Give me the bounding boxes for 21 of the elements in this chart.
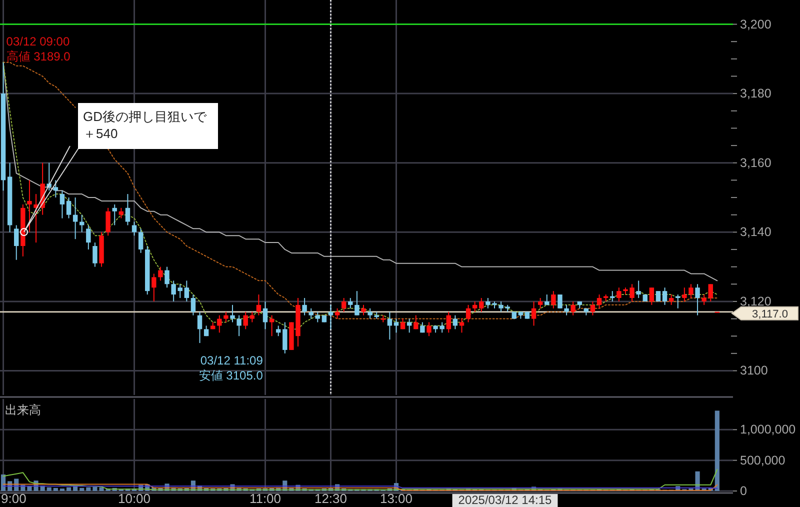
y-tick-label: 3,160 xyxy=(740,156,772,170)
annotation: GD後の押し目狙いで＋540 xyxy=(83,109,208,141)
annotation: 03/12 09:00 高値 3189.0 xyxy=(6,34,71,64)
annotation: 03/12 11:09 安値 3105.0 xyxy=(198,353,264,382)
y-tick-label: 3,180 xyxy=(740,86,772,101)
x-tick-label: 9:00 xyxy=(1,491,26,506)
y-tick-label: 1,000,000 xyxy=(740,422,796,437)
x-tick-label: 11:00 xyxy=(249,491,282,506)
y-tick-label: 3,120 xyxy=(740,294,772,308)
text: 2025/03/12 14:15 xyxy=(458,493,552,507)
ref-line-label: 3,117.0 xyxy=(752,308,788,320)
chart-title: 出来高 xyxy=(5,403,41,417)
x-tick-label: 13:00 xyxy=(380,491,413,506)
y-tick-label: 500,000 xyxy=(740,453,786,468)
y-tick-label: 3,200 xyxy=(740,17,772,32)
y-tick-label: 0 xyxy=(740,484,747,498)
y-tick-label: 3100 xyxy=(740,364,768,378)
price-tag: 3,117.0 xyxy=(731,306,798,320)
x-tick-label: 10:00 xyxy=(118,491,151,506)
x-tick-label: 12:30 xyxy=(314,491,348,506)
y-tick-label: 3,140 xyxy=(740,225,772,240)
